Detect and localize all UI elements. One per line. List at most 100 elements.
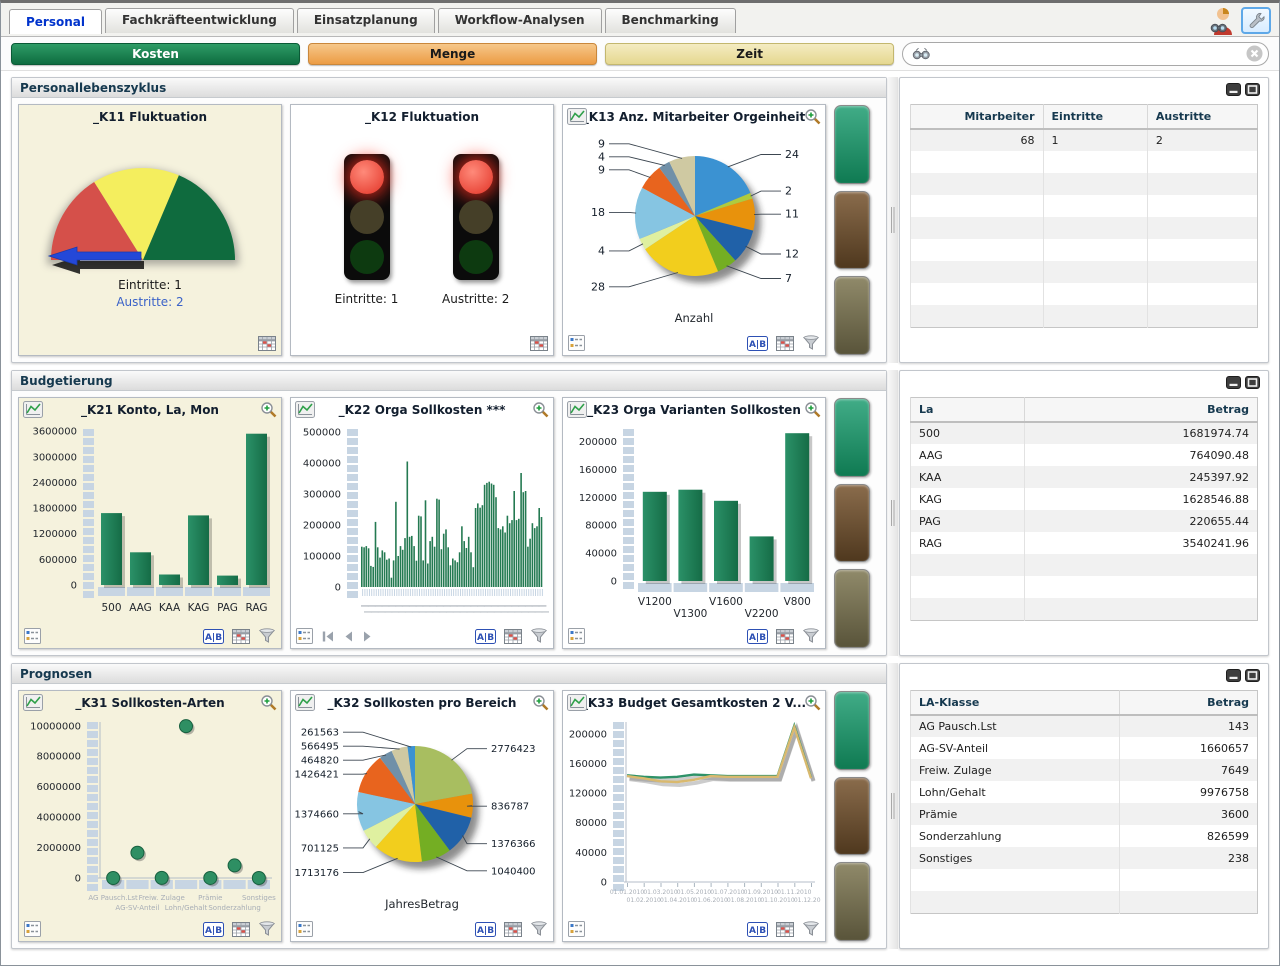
swatch-olive[interactable] [834, 862, 870, 942]
table-row[interactable]: RAG 3540241.96 [910, 532, 1258, 554]
grid-icon[interactable] [504, 921, 522, 937]
table-row[interactable]: Lohn/Gehalt 9976758 [910, 781, 1258, 803]
ab-compare-icon[interactable]: A|B [475, 921, 496, 937]
kosten-filter-button[interactable]: Kosten [11, 42, 301, 65]
grid-icon[interactable] [232, 628, 250, 644]
table-header-cell[interactable]: Mitarbeiter [910, 104, 1044, 130]
vertical-splitter[interactable] [888, 370, 898, 656]
chart-type-icon[interactable] [567, 108, 587, 125]
table-row[interactable]: PAG 220655.44 [910, 510, 1258, 532]
table-header-cell[interactable]: Betrag [1023, 397, 1258, 423]
ab-compare-icon[interactable]: A|B [747, 921, 768, 937]
table-row[interactable]: AG Pausch.Lst 143 [910, 715, 1258, 737]
swatch-brown[interactable] [834, 483, 870, 563]
maximize-icon[interactable] [1245, 376, 1260, 389]
legend-icon[interactable] [568, 335, 585, 351]
table-row[interactable]: Sonstiges 238 [910, 847, 1258, 869]
zeit-filter-button[interactable]: Zeit [605, 42, 895, 65]
zoom-in-icon[interactable] [260, 401, 277, 418]
settings-wrench-button[interactable] [1241, 7, 1271, 34]
funnel-filter-icon[interactable] [802, 335, 820, 351]
chart-type-icon[interactable] [295, 694, 315, 711]
legend-icon[interactable] [568, 628, 585, 644]
menge-filter-button[interactable]: Menge [308, 42, 598, 65]
grid-icon[interactable] [258, 335, 276, 351]
tab-personal[interactable]: Personal [9, 9, 102, 34]
minimize-icon[interactable] [1226, 376, 1241, 389]
ab-compare-icon[interactable]: A|B [203, 628, 224, 644]
grid-icon[interactable] [776, 335, 794, 351]
search-input[interactable] [936, 44, 1240, 63]
table-row[interactable]: 500 1681974.74 [910, 422, 1258, 444]
funnel-filter-icon[interactable] [258, 921, 276, 937]
table-row[interactable]: Sonderzahlung 826599 [910, 825, 1258, 847]
swatch-green[interactable] [834, 105, 870, 184]
grid-icon[interactable] [776, 921, 794, 937]
zoom-in-icon[interactable] [804, 108, 821, 125]
legend-icon[interactable] [24, 628, 41, 644]
minimize-icon[interactable] [1226, 83, 1241, 96]
funnel-filter-icon[interactable] [802, 921, 820, 937]
funnel-filter-icon[interactable] [258, 628, 276, 644]
ab-compare-icon[interactable]: A|B [747, 628, 768, 644]
legend-icon[interactable] [568, 921, 585, 937]
funnel-filter-icon[interactable] [802, 628, 820, 644]
chart-type-icon[interactable] [23, 401, 43, 418]
table-row[interactable]: AAG 764090.48 [910, 444, 1258, 466]
maximize-icon[interactable] [1245, 83, 1260, 96]
funnel-filter-icon[interactable] [530, 628, 548, 644]
table-header-cell[interactable]: Eintritte [1042, 104, 1148, 130]
swatch-brown[interactable] [834, 776, 870, 856]
grid-icon[interactable] [776, 628, 794, 644]
tab-benchmarking[interactable]: Benchmarking [604, 8, 736, 33]
vertical-splitter[interactable] [888, 77, 898, 363]
grid-icon[interactable] [504, 628, 522, 644]
user-binoculars-icon[interactable] [1205, 6, 1237, 35]
table-row[interactable]: Prämie 3600 [910, 803, 1258, 825]
legend-icon[interactable] [24, 921, 41, 937]
swatch-brown[interactable] [834, 190, 870, 270]
nav-next-icon[interactable] [362, 630, 373, 643]
swatch-green[interactable] [834, 691, 870, 770]
table-row[interactable]: KAG 1628546.88 [910, 488, 1258, 510]
zoom-in-icon[interactable] [804, 694, 821, 711]
nav-prev-icon[interactable] [343, 630, 354, 643]
table-header-cell[interactable]: LA-Klasse [910, 690, 1120, 716]
table-row[interactable]: AG-SV-Anteil 1660657 [910, 737, 1258, 759]
table-header-cell[interactable]: Betrag [1118, 690, 1258, 716]
ab-compare-icon[interactable]: A|B [475, 628, 496, 644]
chart-type-icon[interactable] [567, 694, 587, 711]
zoom-in-icon[interactable] [804, 401, 821, 418]
table-row[interactable]: KAA 245397.92 [910, 466, 1258, 488]
funnel-filter-icon[interactable] [530, 921, 548, 937]
grid-icon[interactable] [232, 921, 250, 937]
maximize-icon[interactable] [1245, 669, 1260, 682]
ab-compare-icon[interactable]: A|B [747, 335, 768, 351]
nav-first-icon[interactable] [321, 630, 335, 643]
tab-workflow-analysen[interactable]: Workflow-Analysen [437, 8, 602, 33]
tab-fachkraefteentwicklung[interactable]: Fachkräfteentwicklung [105, 8, 294, 33]
swatch-olive[interactable] [834, 569, 870, 649]
vertical-splitter[interactable] [888, 663, 898, 949]
legend-icon[interactable] [296, 921, 313, 937]
legend-icon[interactable] [296, 628, 313, 644]
chart-type-icon[interactable] [23, 694, 43, 711]
swatch-olive[interactable] [834, 276, 870, 356]
minimize-icon[interactable] [1226, 669, 1241, 682]
table-row[interactable]: 68 1 2 [910, 129, 1258, 151]
tab-einsatzplanung[interactable]: Einsatzplanung [296, 8, 435, 33]
svg-text:A|B: A|B [477, 633, 494, 643]
table-row[interactable]: Freiw. Zulage 7649 [910, 759, 1258, 781]
clear-search-icon[interactable] [1246, 45, 1263, 62]
chart-type-icon[interactable] [567, 401, 587, 418]
zoom-in-icon[interactable] [532, 401, 549, 418]
table-header-cell[interactable]: La [910, 397, 1025, 423]
zoom-in-icon[interactable] [260, 694, 277, 711]
ab-compare-icon[interactable]: A|B [203, 921, 224, 937]
grid-icon[interactable] [530, 335, 548, 351]
swatch-green[interactable] [834, 398, 870, 477]
chart-type-icon[interactable] [295, 401, 315, 418]
table-header-cell[interactable]: Austritte [1146, 104, 1258, 130]
zoom-in-icon[interactable] [532, 694, 549, 711]
table-cell [910, 283, 1044, 305]
